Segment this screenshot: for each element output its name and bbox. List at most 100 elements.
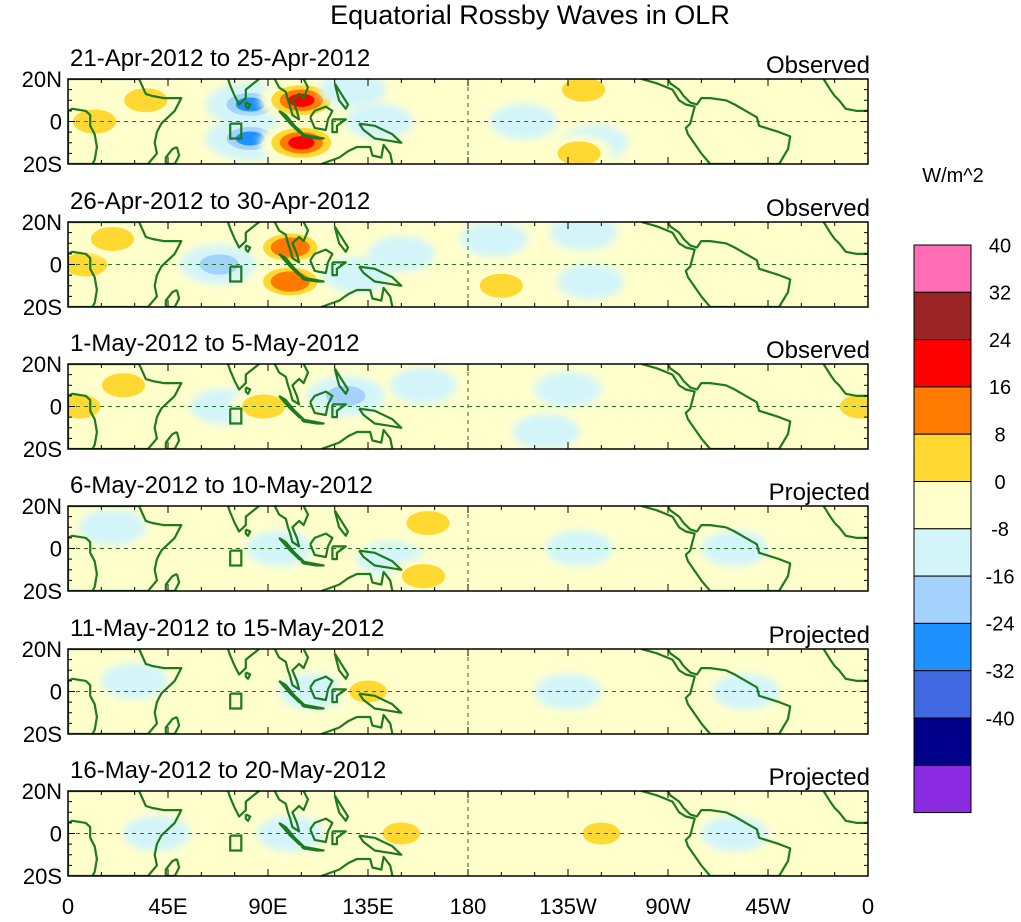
coastline — [331, 545, 347, 561]
colorbar-label: 0 — [994, 472, 1005, 494]
anomaly-cell — [394, 506, 462, 541]
anomaly-contour — [113, 668, 157, 693]
x-tick-label: 135W — [539, 894, 597, 919]
coastline — [226, 649, 260, 676]
anomaly-cell — [259, 121, 344, 164]
coastline — [822, 222, 868, 255]
coastline — [641, 222, 792, 307]
coastline — [641, 791, 792, 876]
coastlines — [68, 79, 868, 164]
coastline — [68, 364, 183, 449]
anomaly-cell — [570, 816, 633, 851]
panel-date-range: 26-Apr-2012 to 30-Apr-2012 — [70, 188, 370, 215]
panel-status: Projected — [769, 479, 870, 506]
anomaly-cell — [112, 82, 180, 119]
coastline — [331, 261, 347, 277]
colorbar-label: 24 — [989, 330, 1011, 352]
colorbar-label: -8 — [991, 519, 1009, 541]
anomaly-field — [68, 222, 624, 304]
colorbar-swatch — [913, 481, 972, 530]
coastline — [164, 146, 181, 164]
anomaly-contour — [479, 273, 523, 298]
anomaly-cell — [712, 673, 780, 710]
coastline — [273, 791, 310, 833]
x-tick-label: 0 — [862, 894, 874, 919]
coastline — [244, 101, 252, 110]
coastline — [244, 528, 252, 537]
anomaly-cell — [534, 371, 602, 408]
coastline — [331, 118, 347, 134]
coastline — [333, 509, 350, 537]
anomaly-cell — [179, 244, 259, 285]
anomaly-contour — [379, 241, 423, 266]
y-tick-label: 20S — [23, 295, 62, 320]
anomaly-contour — [335, 263, 379, 288]
colorbar-swatch — [913, 339, 972, 388]
coastline — [164, 573, 181, 591]
panel-3: 20N 0 20S 1-May-2012 to 5-May-2012 Observed — [22, 330, 870, 462]
anomaly-contour — [501, 109, 546, 134]
anomaly-contour — [401, 373, 446, 398]
reference-box — [229, 692, 243, 710]
anomaly-contour — [557, 141, 601, 164]
anomaly-cell — [389, 367, 458, 404]
anomaly-cell — [512, 414, 580, 449]
y-tick-label: 20S — [23, 152, 62, 177]
anomaly-contour — [724, 679, 768, 704]
anomaly-contour — [473, 227, 517, 251]
y-tick-label: 20S — [23, 437, 62, 462]
coastline — [331, 688, 347, 704]
colorbar-label: -16 — [986, 566, 1015, 588]
anomaly-field — [68, 79, 629, 164]
anomaly-cell — [68, 103, 129, 140]
coastline — [309, 105, 334, 132]
panel-1: 20N 0 20S 21-Apr-2012 to 25-Apr-2012 Observe… — [22, 45, 870, 177]
coastline — [822, 649, 868, 682]
colorbar-label: 8 — [994, 425, 1005, 447]
anomaly-contour — [561, 222, 606, 245]
coastline — [164, 858, 181, 876]
colorbar-swatch — [913, 575, 972, 624]
coastline — [309, 675, 334, 702]
panel-status: Observed — [766, 337, 870, 364]
coastline — [320, 713, 394, 734]
coastline — [333, 225, 350, 253]
anomaly-contour — [401, 564, 446, 589]
anomaly-contour — [357, 109, 401, 134]
anomaly-contour — [561, 79, 606, 102]
colorbar-label: -32 — [986, 661, 1015, 683]
colorbar-swatch — [913, 528, 972, 577]
panel-date-range: 11-May-2012 to 15-May-2012 — [70, 615, 384, 642]
coastline — [300, 560, 325, 567]
anomaly-cell — [306, 375, 385, 416]
coastline — [641, 506, 792, 591]
coastline — [68, 649, 183, 734]
coastline — [309, 390, 334, 417]
coastline — [331, 403, 347, 419]
coastline — [300, 418, 325, 425]
colorbar-swatch — [913, 670, 972, 719]
y-tick-label: 0 — [50, 822, 62, 847]
y-tick-label: 20N — [22, 494, 62, 519]
coastline — [822, 364, 868, 397]
coastline — [641, 364, 792, 449]
panel-date-range: 21-Apr-2012 to 25-Apr-2012 — [70, 45, 370, 72]
colorbar-swatch — [913, 291, 972, 341]
anomaly-cell — [461, 222, 529, 257]
x-tick-label: 135E — [342, 894, 393, 919]
coastline — [273, 79, 310, 121]
anomaly-cell — [89, 367, 158, 404]
coastline — [244, 671, 252, 680]
colorbar-label: 32 — [989, 283, 1011, 305]
anomaly-contour — [270, 271, 310, 292]
coastline — [273, 364, 310, 406]
x-axis: 0 45E 90E 135E 180 135W 90W 45W 0 — [62, 894, 874, 919]
y-tick-label: 20S — [23, 579, 62, 604]
panel-4: 20N 0 20S 6-May-2012 to 10-May-2012 Projecte… — [22, 472, 870, 604]
anomaly-contour — [235, 131, 265, 146]
coastline — [226, 506, 260, 533]
coastline — [164, 289, 181, 307]
panel-date-range: 1-May-2012 to 5-May-2012 — [70, 330, 359, 357]
coastline — [226, 364, 260, 391]
